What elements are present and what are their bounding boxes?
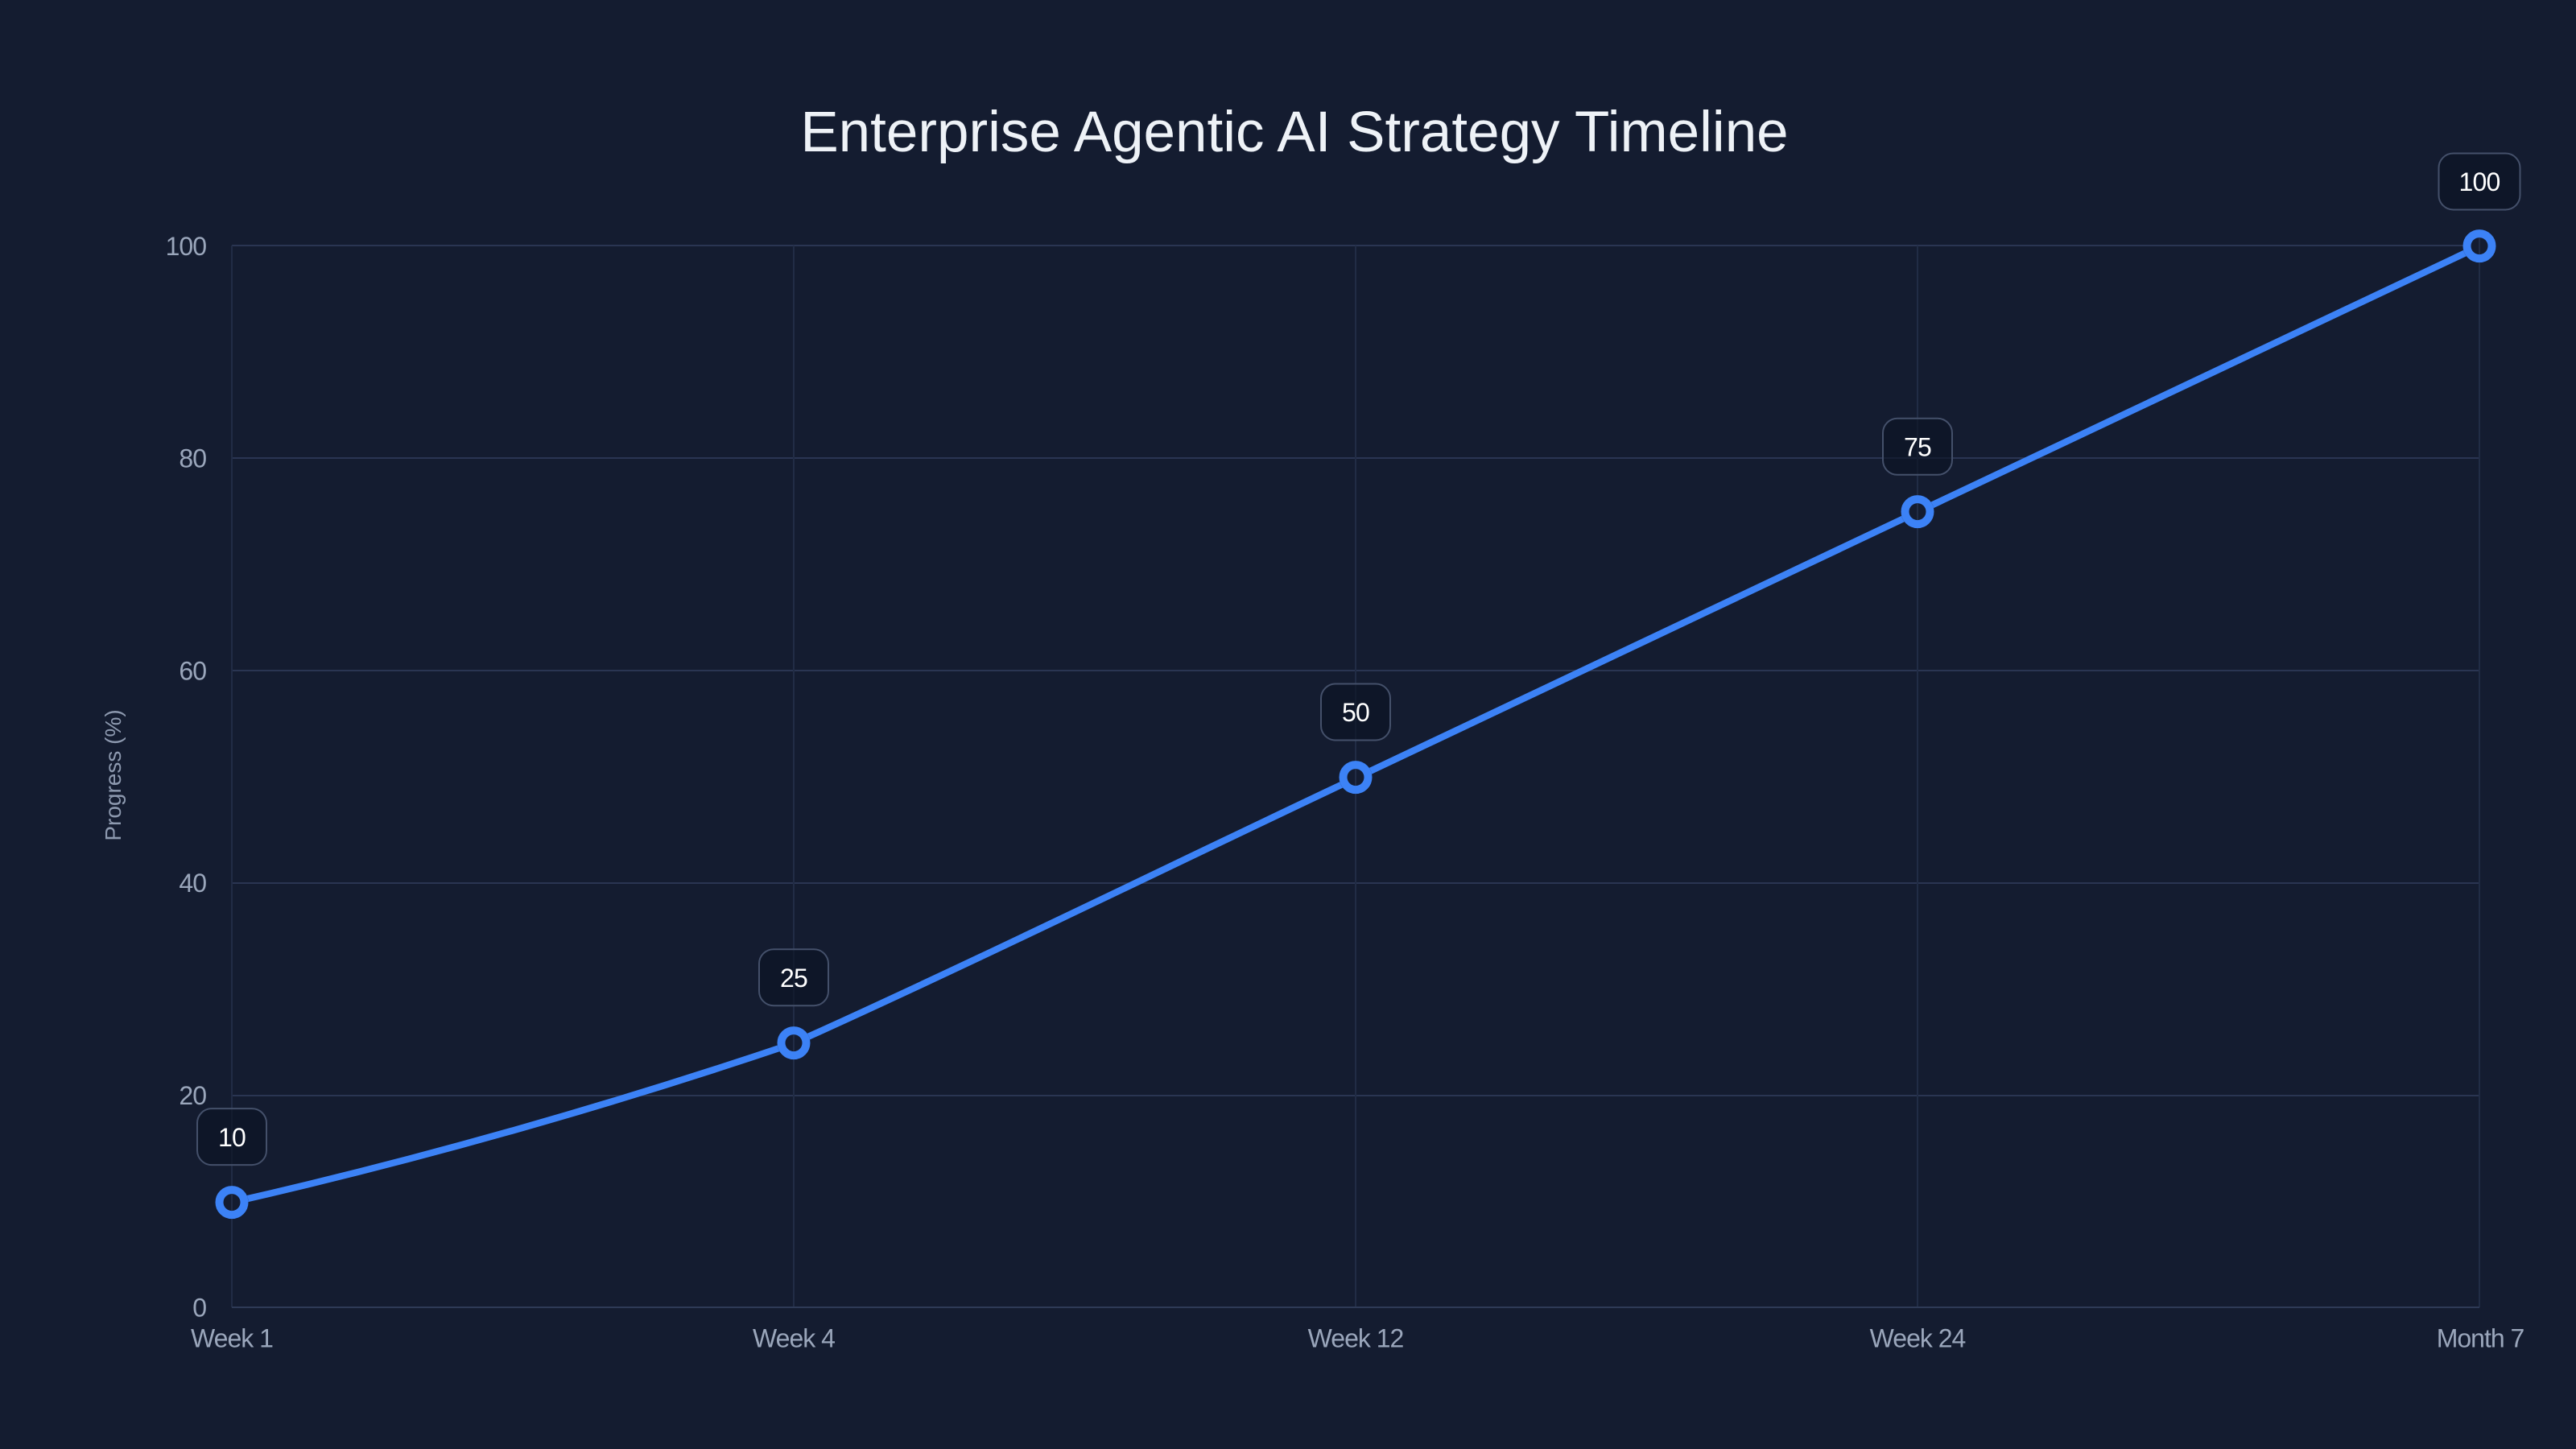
svg-text:80: 80 [179,444,206,473]
svg-text:Progress (%): Progress (%) [101,709,126,840]
svg-text:50: 50 [1342,698,1369,727]
svg-text:Enterprise Agentic AI Strategy: Enterprise Agentic AI Strategy Timeline [800,101,1788,164]
svg-text:Week 12: Week 12 [1308,1324,1404,1353]
svg-text:40: 40 [179,869,206,898]
svg-text:Week 24: Week 24 [1870,1324,1966,1353]
svg-text:10: 10 [218,1123,246,1152]
svg-text:0: 0 [192,1294,206,1323]
svg-text:25: 25 [780,964,807,993]
svg-text:Week 1: Week 1 [191,1324,273,1353]
svg-text:20: 20 [179,1081,206,1110]
svg-text:Week 4: Week 4 [753,1324,835,1353]
svg-text:100: 100 [2459,167,2500,196]
svg-text:100: 100 [166,232,207,261]
svg-text:Month 7: Month 7 [2437,1324,2524,1353]
svg-text:75: 75 [1904,433,1931,462]
svg-text:60: 60 [179,657,206,686]
